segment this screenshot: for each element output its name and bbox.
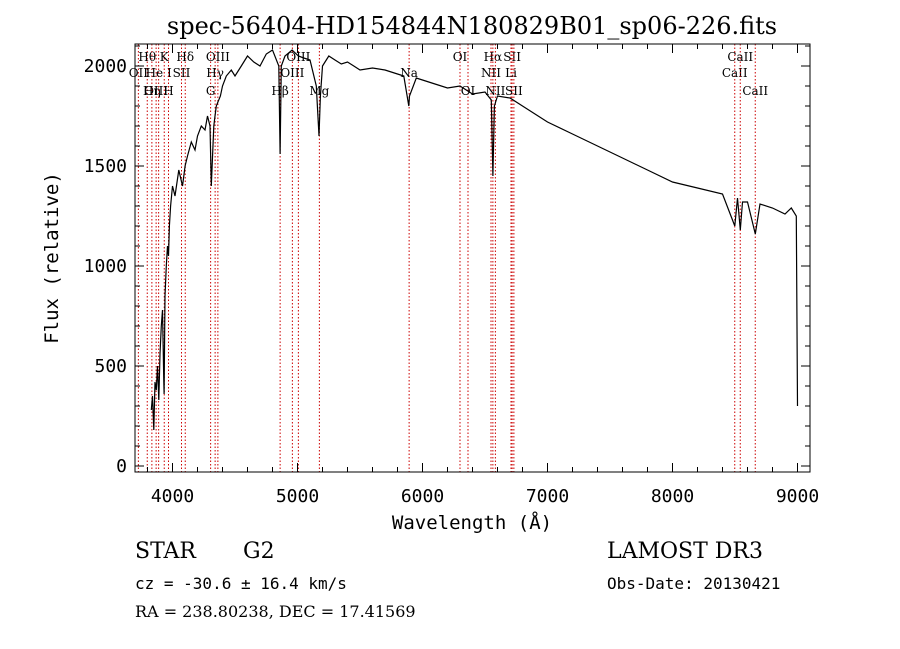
- line-label: OIII: [206, 50, 230, 64]
- x-axis: 4000 5000 6000 7000 8000 9000: [147, 44, 819, 507]
- line-label: Na: [400, 66, 418, 80]
- line-label: K: [160, 50, 170, 64]
- y-tick-label: 1500: [84, 156, 127, 177]
- line-label: Li: [505, 66, 517, 80]
- line-label: CaII: [722, 66, 748, 80]
- x-tick-label: 4000: [151, 486, 194, 507]
- line-label: OI: [453, 50, 468, 64]
- x-tick-label: 8000: [651, 486, 694, 507]
- line-label: Hδ: [176, 50, 194, 64]
- x-tick-label: 9000: [776, 486, 819, 507]
- y-tick-label: 0: [116, 456, 127, 477]
- line-label: SII: [505, 84, 523, 98]
- line-label: OII: [129, 66, 149, 80]
- line-label: NII: [485, 84, 505, 98]
- y-tick-label: 500: [94, 356, 127, 377]
- line-label: Mg: [309, 84, 329, 98]
- survey-name: LAMOST DR3: [607, 539, 763, 564]
- plot-frame: [134, 43, 811, 473]
- line-label: G: [206, 84, 216, 98]
- line-label: OIII: [286, 50, 310, 64]
- line-label: Hθ: [138, 50, 156, 64]
- obs-date: Obs-Date: 20130421: [607, 574, 781, 593]
- y-tick-label: 1000: [84, 256, 127, 277]
- x-axis-label: Wavelength (Å): [392, 511, 552, 534]
- x-tick-label: 5000: [276, 486, 319, 507]
- x-tick-label: 7000: [526, 486, 569, 507]
- flux-series-line: [150, 49, 799, 431]
- line-label: CaII: [727, 50, 753, 64]
- redshift-text: cz = -30.6 ± 16.4 km/s: [135, 574, 347, 593]
- y-tick-label: 2000: [84, 56, 127, 77]
- line-label: Hβ: [271, 84, 288, 98]
- line-label: Hγ: [206, 66, 224, 80]
- x-tick-label: 6000: [401, 486, 444, 507]
- line-label: NII: [481, 66, 501, 80]
- y-axis: 0 500 1000 1500 2000: [84, 45, 810, 477]
- chart-title: spec-56404-HD154844N180829B01_sp06-226.f…: [167, 12, 777, 40]
- line-label: CaII: [742, 84, 768, 98]
- line-label: Hη: [143, 84, 161, 98]
- line-label: He I: [146, 66, 172, 80]
- y-axis-label: Flux (relative): [41, 172, 63, 344]
- line-label: SII: [503, 50, 521, 64]
- subclass: G2: [243, 539, 275, 564]
- line-label: OIII: [144, 84, 168, 98]
- line-label: OIII: [280, 66, 304, 80]
- line-label: Hα: [484, 50, 503, 64]
- object-class: STAR: [135, 539, 196, 564]
- line-label: H: [163, 84, 173, 98]
- line-label: SII: [173, 66, 191, 80]
- coordinates: RA = 238.80238, DEC = 17.41569: [135, 602, 416, 621]
